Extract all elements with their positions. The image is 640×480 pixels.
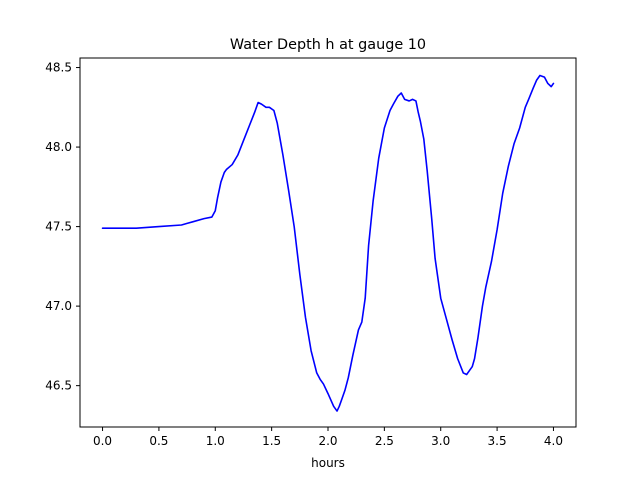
x-axis-label: hours: [311, 456, 345, 470]
series-line: [101, 74, 555, 412]
y-tick-label: 48.0: [45, 140, 72, 154]
x-tick-label: 0.5: [149, 434, 168, 448]
x-tick-label: 1.5: [262, 434, 281, 448]
x-axis: 0.0 0.5 1.0 1.5 2.0 2.5 3.0 3.5 4.0: [93, 427, 563, 448]
y-axis: 46.5 47.0 47.5 48.0 48.5: [45, 61, 80, 393]
x-tick-label: 1.0: [206, 434, 225, 448]
y-tick-label: 48.5: [45, 61, 72, 75]
x-tick-label: 3.5: [488, 434, 507, 448]
x-tick-label: 2.0: [318, 434, 337, 448]
x-tick-label: 3.0: [431, 434, 450, 448]
x-tick-label: 4.0: [544, 434, 563, 448]
x-tick-label: 2.5: [375, 434, 394, 448]
y-tick-label: 47.5: [45, 220, 72, 234]
series-layer: [101, 74, 555, 412]
y-tick-label: 46.5: [45, 379, 72, 393]
chart-title: Water Depth h at gauge 10: [230, 37, 426, 53]
y-tick-label: 47.0: [45, 299, 72, 313]
x-tick-label: 0.0: [93, 434, 112, 448]
